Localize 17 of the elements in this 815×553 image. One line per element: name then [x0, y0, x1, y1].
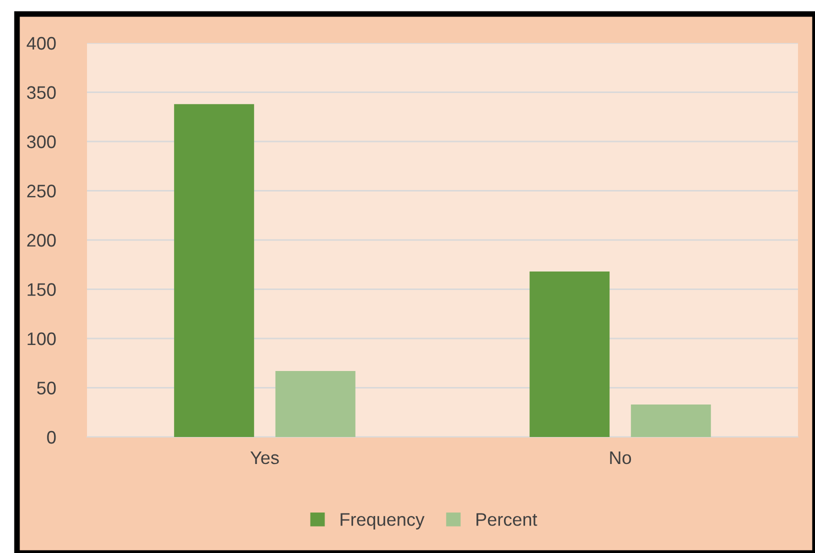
- bar: [630, 404, 711, 437]
- legend-label: Frequency: [340, 513, 424, 530]
- y-tick-label: 250: [27, 184, 56, 198]
- y-tick-label: 350: [27, 86, 56, 99]
- bar: [530, 272, 610, 437]
- y-tick-label: 50: [37, 382, 56, 394]
- y-tick-label: 0: [47, 430, 56, 444]
- y-tick-label: 400: [26, 36, 56, 50]
- legend-label: Percent: [476, 513, 538, 526]
- y-tick-label: 200: [27, 234, 56, 247]
- y-tick-label: 300: [27, 135, 56, 148]
- y-tick-label: 100: [28, 332, 56, 346]
- y-tick-label: 150: [28, 283, 56, 296]
- x-tick-label: No: [610, 452, 632, 464]
- x-tick-label: Yes: [250, 452, 279, 464]
- bar: [275, 371, 356, 437]
- bar: [174, 104, 254, 437]
